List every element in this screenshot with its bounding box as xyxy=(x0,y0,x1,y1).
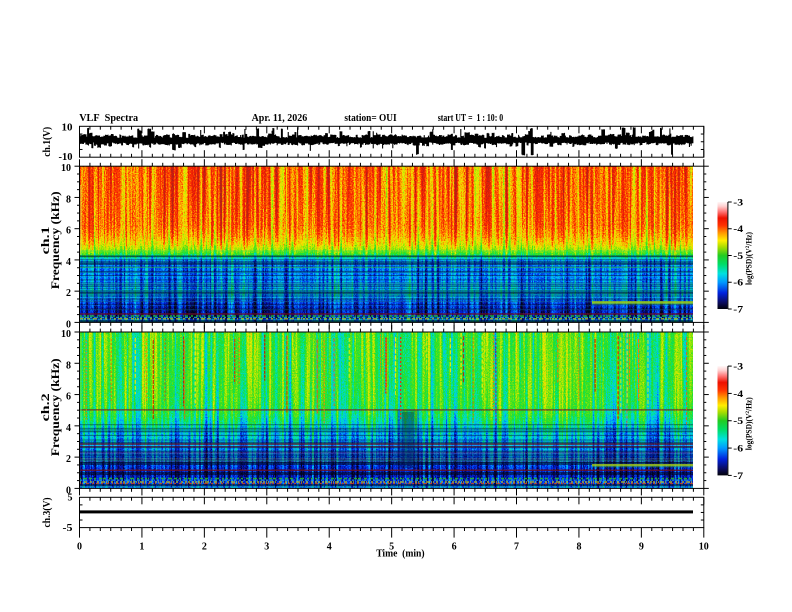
svg-text:log(PSD)(V2/Hz): log(PSD)(V2/Hz) xyxy=(745,397,754,450)
svg-text:-6: -6 xyxy=(733,444,743,454)
svg-text:-5: -5 xyxy=(733,417,743,427)
svg-text:6: 6 xyxy=(66,392,71,403)
svg-text:ch.2: ch.2 xyxy=(40,393,52,421)
svg-text:10: 10 xyxy=(61,163,71,174)
svg-text:10: 10 xyxy=(61,329,71,340)
svg-text:start UT = 1 : 10: 0: start UT = 1 : 10: 0 xyxy=(438,112,504,124)
svg-text:9: 9 xyxy=(639,541,644,552)
svg-text:-3: -3 xyxy=(733,198,743,208)
svg-text:ch.1(V): ch.1(V) xyxy=(41,126,53,156)
svg-text:10: 10 xyxy=(699,541,709,552)
svg-text:5: 5 xyxy=(389,541,394,552)
svg-text:Frequency (kHz): Frequency (kHz) xyxy=(50,191,62,289)
svg-text:8: 8 xyxy=(66,360,71,371)
svg-text:-4: -4 xyxy=(733,225,743,235)
svg-text:-7: -7 xyxy=(733,305,743,315)
svg-text:Apr. 11, 2026: Apr. 11, 2026 xyxy=(252,112,308,124)
svg-text:-5: -5 xyxy=(733,252,743,262)
svg-text:-4: -4 xyxy=(733,390,743,400)
svg-text:Frequency (kHz): Frequency (kHz) xyxy=(50,358,62,456)
svg-text:6: 6 xyxy=(66,226,71,237)
svg-text:6: 6 xyxy=(452,541,457,552)
svg-text:4: 4 xyxy=(327,541,332,552)
svg-text:0: 0 xyxy=(77,541,82,552)
svg-text:Time (min): Time (min) xyxy=(376,549,424,560)
svg-text:-10: -10 xyxy=(59,152,73,163)
svg-text:10: 10 xyxy=(62,122,73,133)
svg-text:-5: -5 xyxy=(63,523,73,534)
svg-text:ch.3(V): ch.3(V) xyxy=(41,497,53,527)
svg-text:2: 2 xyxy=(66,288,71,299)
svg-text:log(PSD)(V2/Hz): log(PSD)(V2/Hz) xyxy=(745,232,754,285)
svg-text:8: 8 xyxy=(66,194,71,205)
svg-text:-7: -7 xyxy=(733,472,743,482)
svg-text:4: 4 xyxy=(66,257,71,268)
svg-text:7: 7 xyxy=(514,541,519,552)
svg-text:ch.1: ch.1 xyxy=(40,226,52,254)
svg-text:VLF Spectra: VLF Spectra xyxy=(79,112,138,124)
svg-text:-6: -6 xyxy=(733,279,743,289)
svg-text:2: 2 xyxy=(66,454,71,465)
svg-text:-3: -3 xyxy=(733,363,743,373)
svg-text:0: 0 xyxy=(66,319,71,330)
svg-text:3: 3 xyxy=(264,541,269,552)
svg-text:4: 4 xyxy=(66,423,71,434)
svg-text:station= OUI: station= OUI xyxy=(344,112,396,124)
svg-text:8: 8 xyxy=(576,541,581,552)
svg-text:0: 0 xyxy=(66,485,71,496)
svg-text:1: 1 xyxy=(139,541,144,552)
svg-text:2: 2 xyxy=(202,541,207,552)
svg-text:5: 5 xyxy=(68,493,73,504)
